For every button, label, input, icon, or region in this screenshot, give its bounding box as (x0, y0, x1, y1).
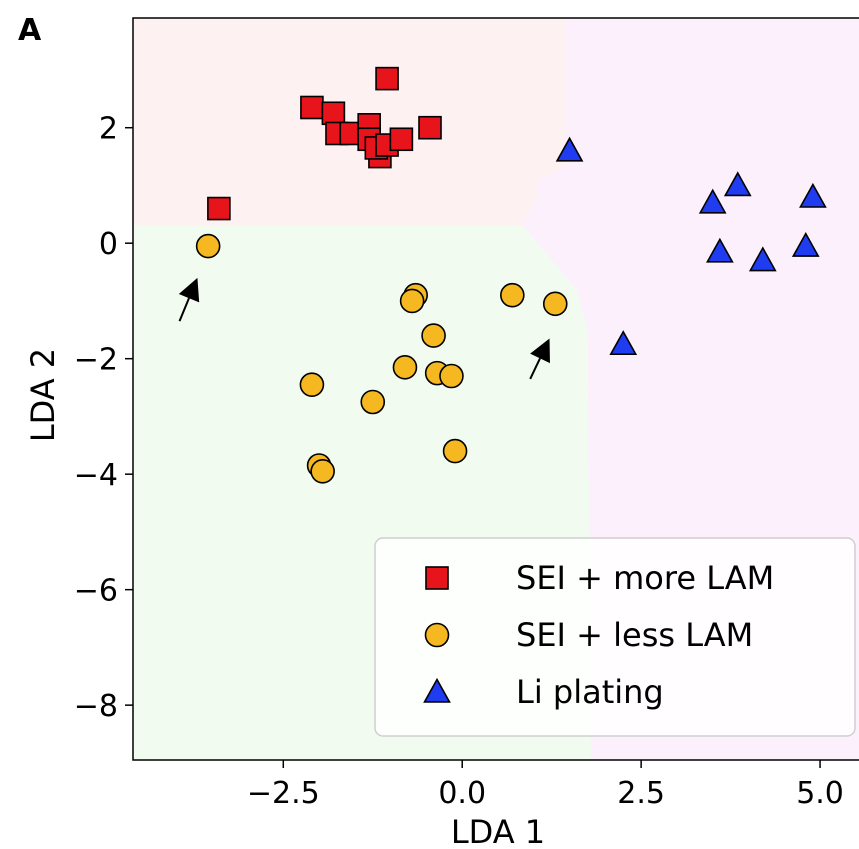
point-sei-less-lam-11 (360, 389, 386, 415)
y-tick-label: −6 (74, 574, 118, 609)
point-li-plating-8 (609, 330, 638, 356)
arrow-shaft (529, 357, 541, 380)
legend-marker-sei-more-lam (425, 566, 449, 590)
legend-box (374, 537, 856, 737)
arrow-annotation-1 (178, 277, 200, 322)
point-sei-less-lam-4 (500, 282, 525, 308)
point-sei-more-lam-12 (375, 66, 399, 91)
point-sei-less-lam-3 (399, 288, 425, 314)
data-points (195, 66, 827, 484)
point-li-plating-6 (748, 246, 777, 272)
y-tick-label: 0 (99, 227, 118, 262)
x-axis-label: LDA 1 (451, 813, 545, 849)
y-axis-ticks: 2 0 −2 −4 −6 −8 (74, 112, 133, 724)
point-li-plating-2 (698, 188, 727, 214)
point-sei-less-lam-9 (439, 363, 464, 389)
x-tick-label: 0.0 (438, 776, 486, 811)
x-axis-ticks: −2.5 0.0 2.5 5.0 (247, 760, 844, 811)
arrow-annotation-2 (529, 338, 550, 380)
point-sei-less-lam-14 (442, 438, 468, 464)
point-sei-less-lam-6 (421, 323, 446, 348)
legend-marker-li-plating (423, 677, 451, 703)
point-sei-less-lam-5 (542, 291, 568, 317)
point-li-plating-5 (706, 237, 734, 263)
panel-label: A (18, 13, 42, 48)
arrow-annotations (178, 277, 550, 380)
point-sei-more-lam-11 (389, 127, 414, 152)
arrow-head (178, 277, 200, 303)
y-axis-label: LDA 2 (24, 348, 62, 442)
legend-label-sei-less-lam: SEI + less LAM (516, 616, 753, 654)
point-sei-less-lam-10 (299, 372, 325, 397)
plot-frame (132, 17, 859, 761)
point-sei-less-lam-7 (392, 355, 418, 380)
point-sei-less-lam-1 (195, 233, 221, 259)
arrow-shaft (178, 297, 190, 322)
x-tick-label: 5.0 (796, 776, 844, 811)
point-li-plating-4 (799, 182, 827, 208)
point-sei-more-lam-2 (300, 95, 324, 120)
point-li-plating-7 (791, 231, 820, 257)
y-tick-label: −8 (74, 689, 118, 724)
point-li-plating-1 (555, 136, 584, 162)
x-tick-label: −2.5 (247, 776, 320, 811)
arrow-head (530, 338, 550, 364)
y-tick-label: 2 (99, 112, 118, 147)
y-tick-label: −2 (74, 343, 118, 378)
point-sei-more-lam-3 (321, 101, 346, 126)
point-sei-more-lam-13 (418, 115, 442, 140)
point-li-plating-3 (723, 171, 752, 197)
x-tick-label: 2.5 (617, 776, 665, 811)
legend-label-li-plating: Li plating (516, 673, 664, 711)
point-sei-less-lam-13 (310, 458, 335, 484)
legend-marker-sei-less-lam (424, 622, 450, 648)
legend: SEI + more LAM SEI + less LAM Li plating (374, 537, 856, 737)
y-tick-label: −4 (74, 458, 118, 493)
legend-label-sei-more-lam: SEI + more LAM (516, 559, 774, 597)
legend-entries: SEI + more LAM SEI + less LAM Li plating (423, 559, 774, 711)
point-sei-more-lam-1 (207, 196, 231, 221)
